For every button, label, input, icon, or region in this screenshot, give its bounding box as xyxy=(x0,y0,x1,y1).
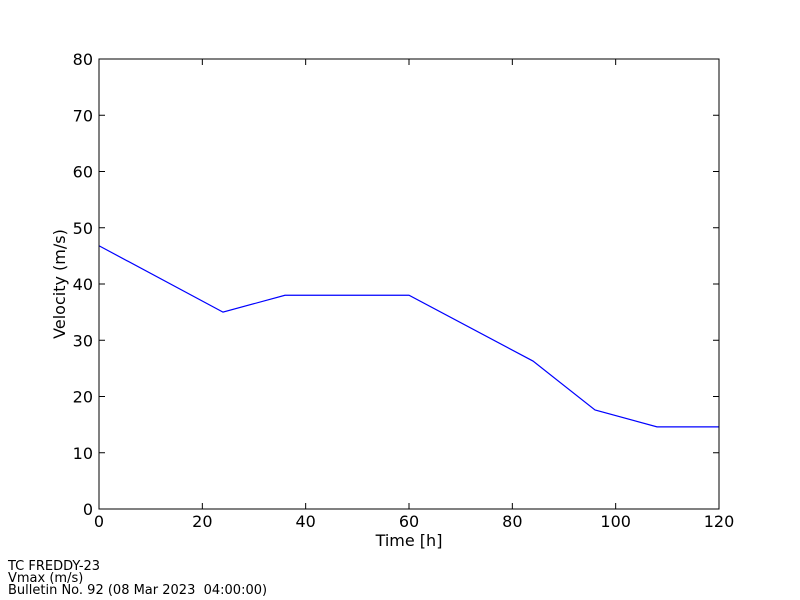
x-tick-label: 40 xyxy=(295,512,315,531)
footer-note: Vmax (m/s) xyxy=(8,571,83,586)
y-tick-label: 50 xyxy=(73,219,93,238)
plot-frame xyxy=(98,58,720,510)
x-tick-label: 0 xyxy=(94,512,104,531)
y-tick-label: 0 xyxy=(83,500,93,519)
footer-note: Bulletin No. 92 (08 Mar 2023 04:00:00) xyxy=(8,583,267,598)
x-axis-label: Time [h] xyxy=(375,531,443,550)
x-tick-label: 80 xyxy=(502,512,522,531)
y-tick-label: 40 xyxy=(73,275,93,294)
x-tick-label: 20 xyxy=(192,512,212,531)
y-tick-label: 70 xyxy=(73,106,93,125)
y-tick-label: 10 xyxy=(73,444,93,463)
x-tick-label: 100 xyxy=(600,512,631,531)
y-tick-label: 60 xyxy=(73,163,93,182)
y-tick-label: 80 xyxy=(73,50,93,69)
footer-note: TC FREDDY-23 xyxy=(7,559,100,574)
x-tick-label: 120 xyxy=(704,512,735,531)
x-tick-label: 60 xyxy=(399,512,419,531)
y-tick-label: 20 xyxy=(73,388,93,407)
y-tick-label: 30 xyxy=(73,331,93,350)
y-axis-label: Velocity (m/s) xyxy=(50,229,69,339)
data-line xyxy=(98,245,719,428)
